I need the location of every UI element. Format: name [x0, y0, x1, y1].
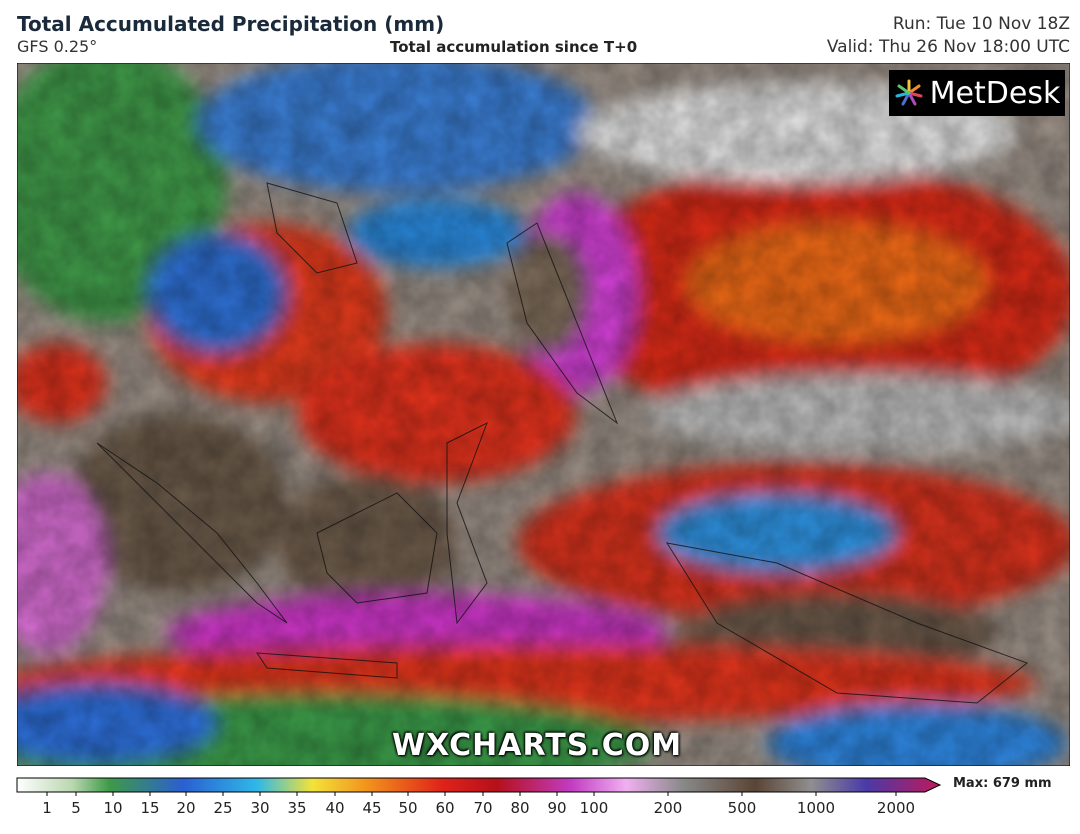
legend-tick-label: 70 — [473, 799, 493, 817]
logo-text: MetDesk — [929, 75, 1061, 111]
legend-tick-label: 200 — [653, 799, 683, 817]
run-time: Run: Tue 10 Nov 18Z — [892, 14, 1070, 34]
legend-tick-label: 35 — [287, 799, 307, 817]
legend-tick-label: 90 — [547, 799, 567, 817]
legend-tick-label: 45 — [362, 799, 382, 817]
logo: MetDesk — [889, 70, 1065, 116]
legend-tick-label: 5 — [71, 799, 81, 817]
legend-tick-label: 10 — [103, 799, 123, 817]
valid-time: Valid: Thu 26 Nov 18:00 UTC — [826, 37, 1070, 57]
watermark: WXCHARTS.COM — [392, 728, 683, 763]
colorbar-scale — [16, 777, 942, 793]
legend-tick-label: 25 — [213, 799, 233, 817]
legend-tick-label: 80 — [510, 799, 530, 817]
precipitation-map — [17, 63, 1070, 766]
legend-tick-label: 60 — [435, 799, 455, 817]
legend-tick-label: 100 — [579, 799, 609, 817]
title: Total Accumulated Precipitation (mm) — [17, 12, 445, 36]
legend-tick-label: 15 — [140, 799, 160, 817]
legend-tick-label: 40 — [325, 799, 345, 817]
model: GFS 0.25° — [17, 37, 98, 56]
legend-tick-label: 30 — [250, 799, 270, 817]
subtitle: Total accumulation since T+0 — [390, 38, 638, 56]
legend-tick-label: 1 — [42, 799, 52, 817]
legend-tick-label: 1000 — [796, 799, 836, 817]
logo-icon — [895, 79, 923, 106]
max-value: Max: 679 mm — [953, 776, 1052, 791]
colorbar — [16, 777, 942, 796]
legend-tick-label: 50 — [398, 799, 418, 817]
legend-tick-label: 2000 — [876, 799, 916, 817]
legend-tick-label: 500 — [727, 799, 757, 817]
legend-tick-label: 20 — [176, 799, 196, 817]
